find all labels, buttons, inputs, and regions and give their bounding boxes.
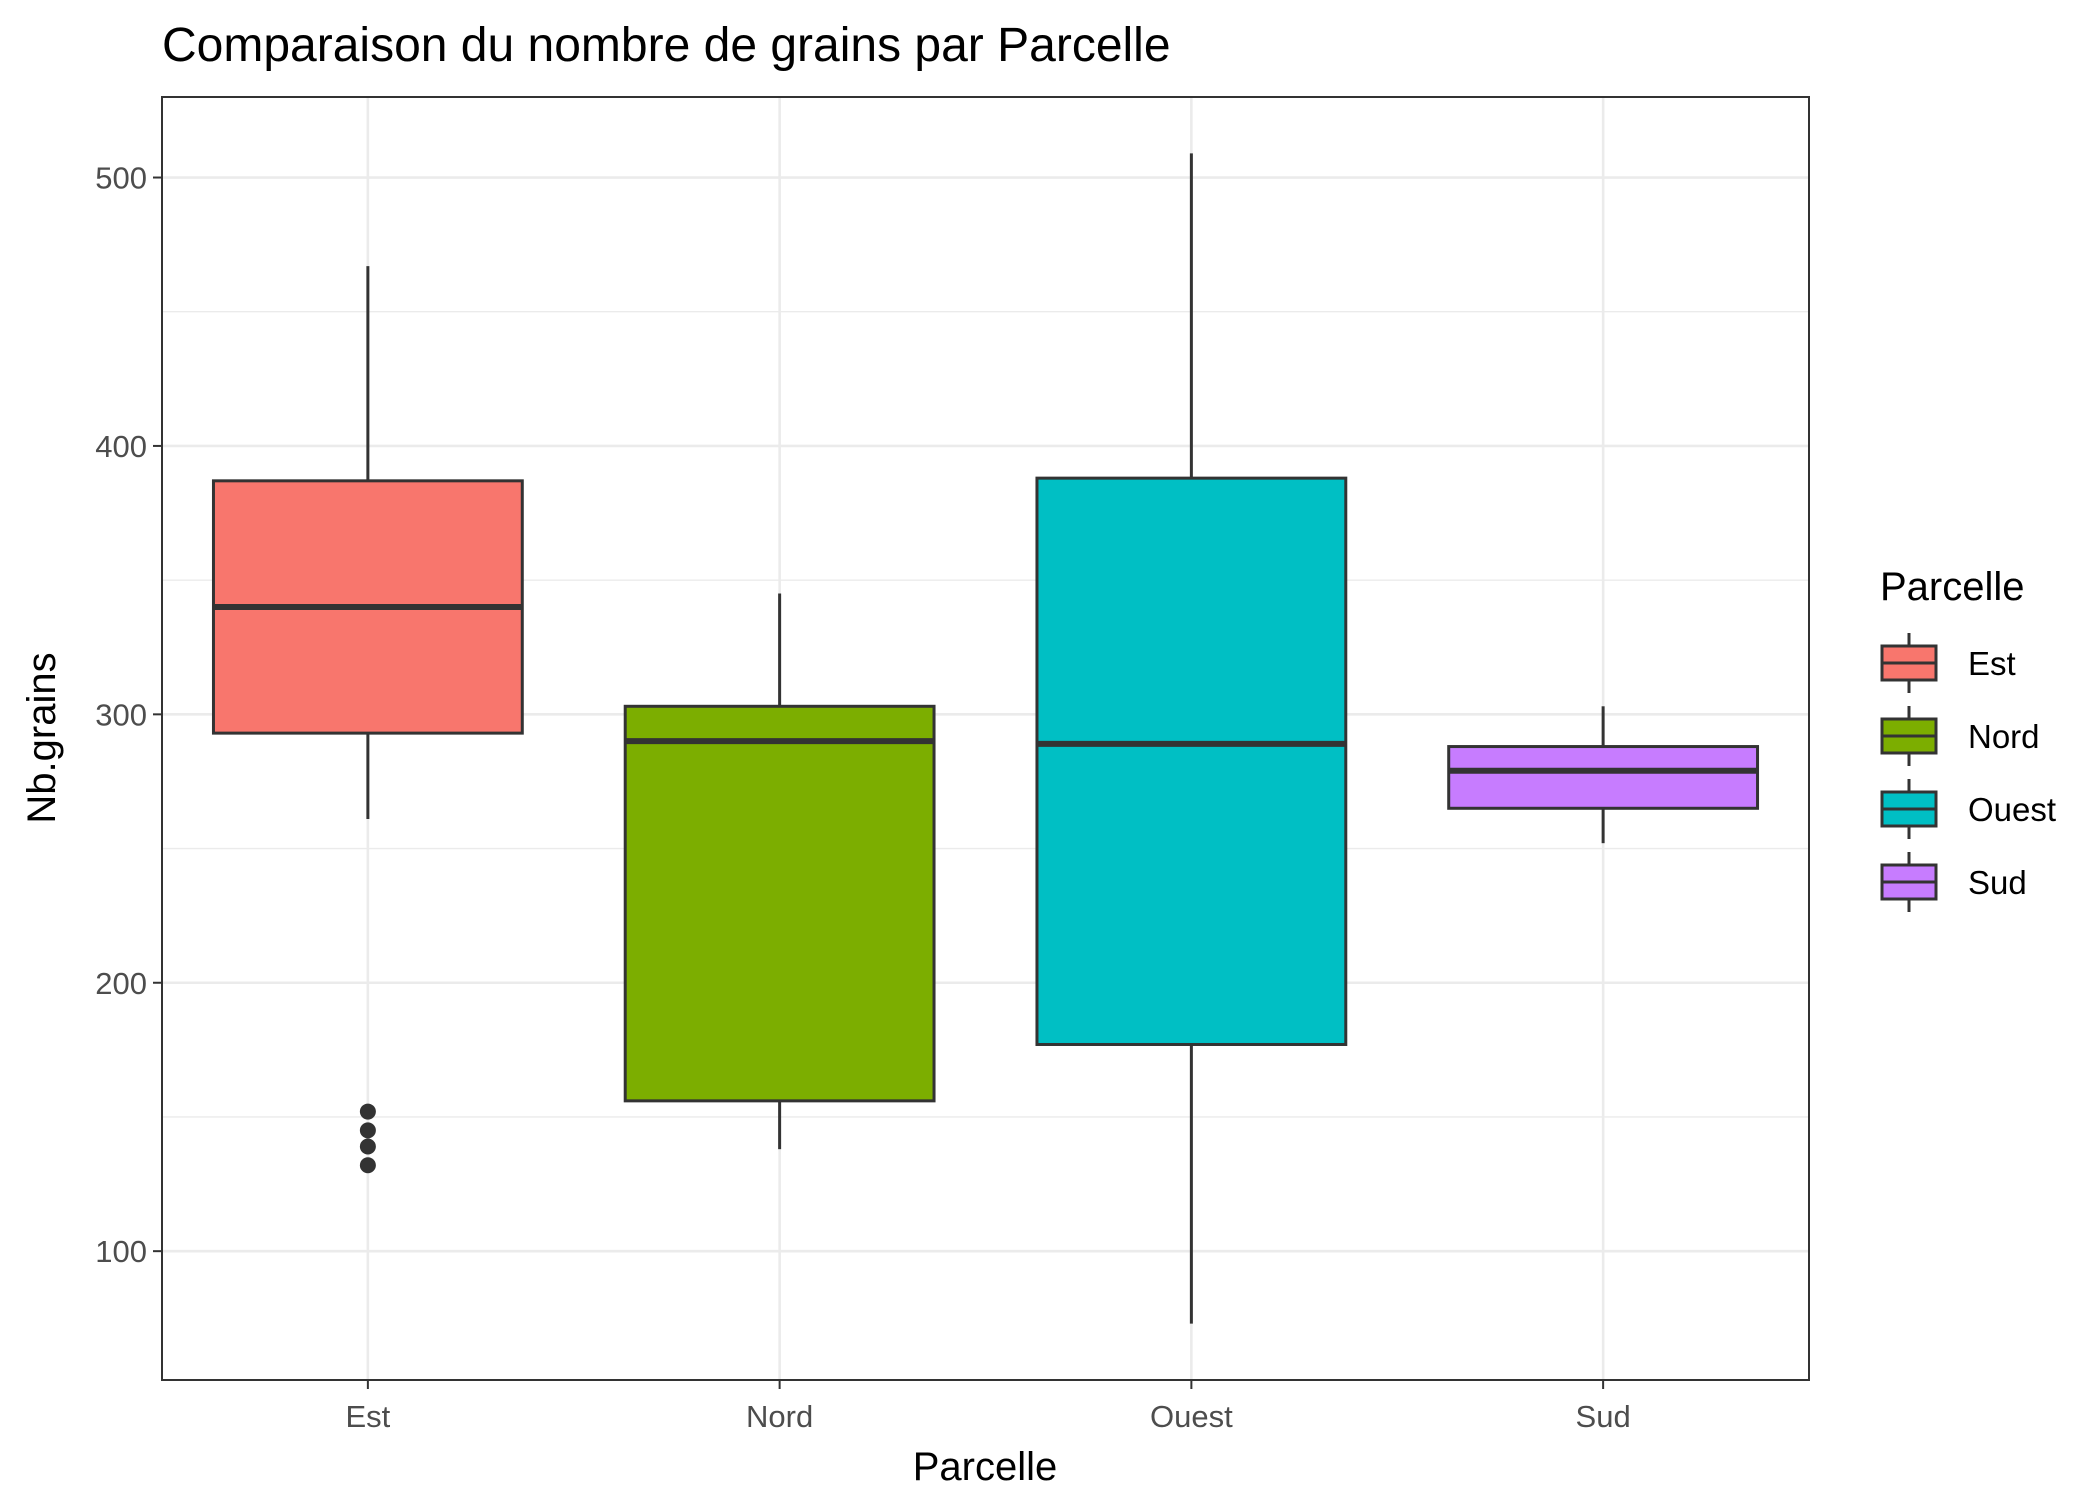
y-tick-label: 200: [95, 966, 147, 1001]
box-sud: [1447, 706, 1760, 844]
x-tick-label-ouest: Ouest: [1150, 1399, 1233, 1434]
box-body: [1447, 745, 1760, 810]
y-tick-label: 400: [95, 429, 147, 464]
x-tick-label-sud: Sud: [1576, 1399, 1631, 1434]
legend-title: Parcelle: [1880, 565, 2025, 609]
box-ouest: [1035, 153, 1348, 1324]
y-tick-label: 100: [95, 1234, 147, 1269]
legend-item-nord: Nord: [1880, 706, 2040, 766]
plot-panel-border: [161, 96, 1810, 1381]
outlier-point: [359, 1138, 376, 1155]
legend: Parcelle Est Nord Ouest Sud: [1880, 565, 2056, 912]
chart-title: Comparaison du nombre de grains par Parc…: [162, 19, 1171, 72]
box-series: [211, 153, 1760, 1324]
legend-item-ouest: Ouest: [1880, 779, 2056, 839]
legend-label: Ouest: [1968, 791, 2056, 828]
box-nord: [623, 593, 936, 1150]
outlier-point: [359, 1103, 376, 1120]
legend-label: Sud: [1968, 864, 2027, 901]
box-body: [1035, 476, 1348, 1046]
legend-label: Est: [1968, 645, 2016, 682]
box-est: [211, 266, 524, 1174]
x-axis: Est Nord Ouest Sud: [345, 1380, 1631, 1434]
x-tick-label-nord: Nord: [746, 1399, 813, 1434]
y-tick-label: 300: [95, 697, 147, 732]
legend-item-est: Est: [1880, 633, 2016, 693]
y-tick-label: 500: [95, 161, 147, 196]
legend-item-sud: Sud: [1880, 852, 2027, 912]
y-axis-title: Nb.grains: [20, 652, 64, 823]
x-axis-title: Parcelle: [913, 1445, 1058, 1489]
outlier-point: [359, 1157, 376, 1174]
y-axis: 100 200 300 400 500: [95, 161, 162, 1269]
box-body: [623, 704, 936, 1103]
x-tick-label-est: Est: [345, 1399, 390, 1434]
legend-label: Nord: [1968, 718, 2040, 755]
outlier-point: [359, 1122, 376, 1139]
